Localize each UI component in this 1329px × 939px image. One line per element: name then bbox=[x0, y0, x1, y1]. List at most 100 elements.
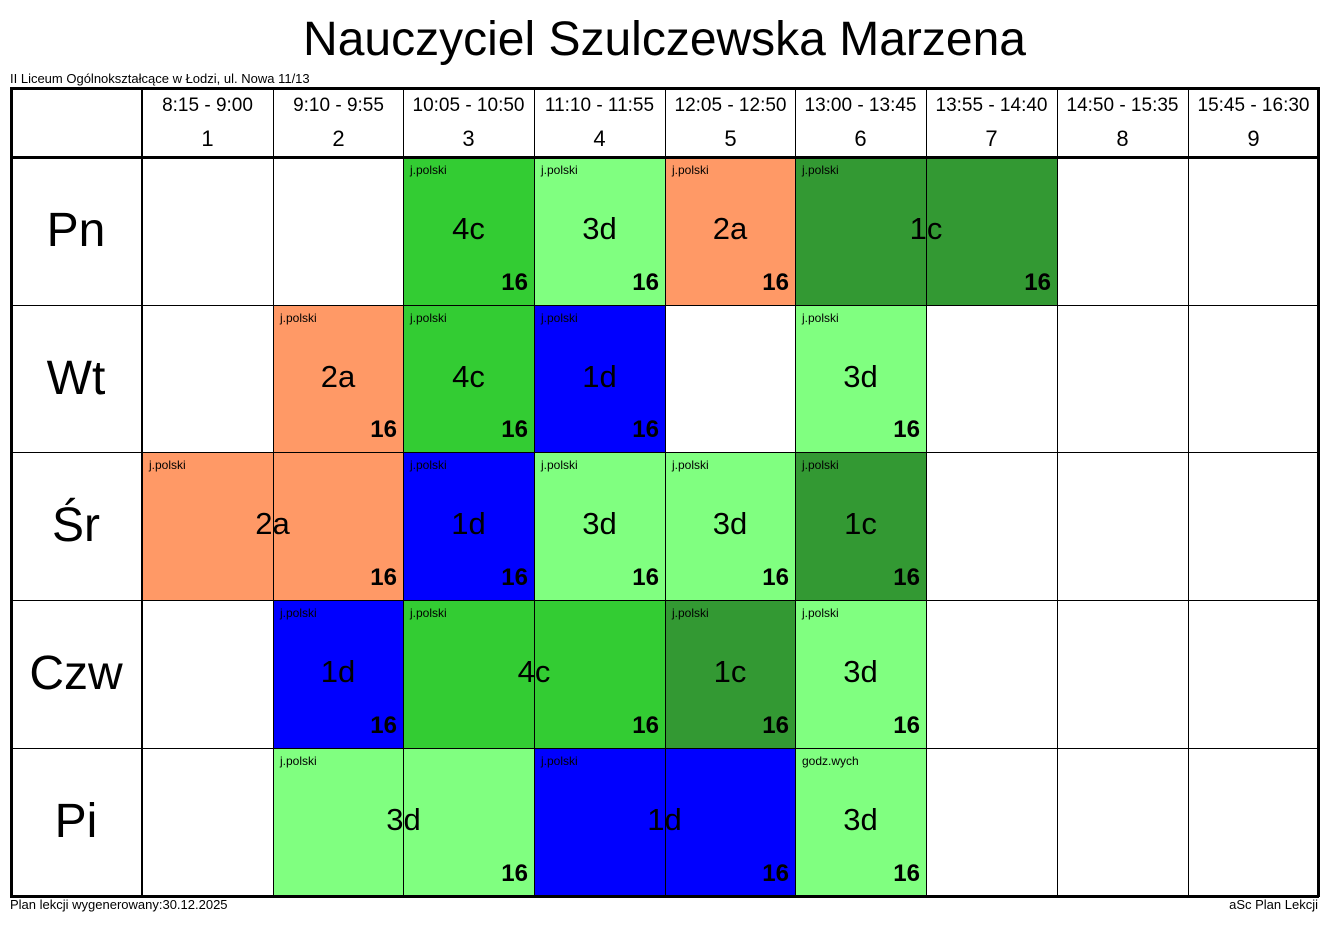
lesson-subject: j.polski bbox=[280, 606, 317, 620]
lesson-class: 3d bbox=[712, 506, 748, 541]
lesson-subject: j.polski bbox=[802, 163, 839, 177]
lesson-subject: j.polski bbox=[410, 311, 447, 325]
lesson-cell: j.polski 1d 16 bbox=[403, 452, 534, 600]
lesson-cell: j.polski 2a 16 bbox=[665, 157, 795, 305]
period-number: 7 bbox=[985, 126, 998, 151]
lesson-subject: j.polski bbox=[541, 311, 578, 325]
lesson-room: 16 bbox=[501, 564, 528, 591]
grid-line bbox=[11, 305, 1318, 306]
lesson-cell: j.polski 3d 16 bbox=[795, 600, 926, 748]
grid-line bbox=[534, 88, 535, 896]
grid-line bbox=[665, 88, 666, 896]
lesson-room: 16 bbox=[632, 416, 659, 443]
page-title: Nauczyciel Szulczewska Marzena bbox=[303, 13, 1026, 66]
lesson-class: 1d bbox=[647, 802, 682, 837]
lesson-cell: j.polski 1d 16 bbox=[534, 748, 795, 896]
lesson-room: 16 bbox=[762, 269, 789, 296]
lesson-subject: j.polski bbox=[672, 606, 709, 620]
lesson-cell: j.polski 3d 16 bbox=[795, 305, 926, 452]
lesson-subject: j.polski bbox=[410, 606, 447, 620]
grid-line bbox=[10, 87, 13, 897]
lesson-room: 16 bbox=[370, 416, 397, 443]
day-label: Wt bbox=[46, 351, 106, 405]
period-number: 1 bbox=[201, 126, 214, 151]
grid-line bbox=[403, 88, 404, 896]
lesson-room: 16 bbox=[632, 564, 659, 591]
lesson-room: 16 bbox=[501, 269, 528, 296]
lesson-room: 16 bbox=[762, 860, 789, 887]
lesson-room: 16 bbox=[632, 269, 659, 296]
lesson-cell: j.polski 3d 16 bbox=[665, 452, 795, 600]
lesson-cell: j.polski 4c 16 bbox=[403, 305, 534, 452]
school-name: II Liceum Ogólnokształcące w Łodzi, ul. … bbox=[10, 71, 310, 86]
day-label: Pn bbox=[46, 204, 106, 257]
lesson-class: 3d bbox=[843, 802, 878, 837]
lesson-room: 16 bbox=[370, 712, 397, 739]
lesson-room: 16 bbox=[893, 860, 920, 887]
grid-line bbox=[795, 88, 796, 896]
period-time: 13:55 - 14:40 bbox=[935, 95, 1048, 116]
lesson-class: 4c bbox=[452, 359, 485, 394]
grid-line bbox=[11, 156, 1318, 159]
lesson-cell: j.polski 2a 16 bbox=[142, 452, 403, 600]
grid-line bbox=[1188, 88, 1189, 896]
lesson-cell: j.polski 1c 16 bbox=[795, 452, 926, 600]
period-time: 11:10 - 11:55 bbox=[544, 95, 655, 116]
grid-line bbox=[273, 88, 274, 896]
lesson-subject: godz.wych bbox=[802, 754, 859, 768]
lesson-cell: j.polski 3d 16 bbox=[534, 157, 665, 305]
generated-date: Plan lekcji wygenerowany:30.12.2025 bbox=[10, 897, 228, 912]
lesson-cell: j.polski 1d 16 bbox=[273, 600, 403, 748]
lesson-room: 16 bbox=[893, 416, 920, 443]
lesson-subject: j.polski bbox=[541, 458, 578, 472]
period-time: 15:45 - 16:30 bbox=[1197, 95, 1310, 116]
grid-line bbox=[1317, 87, 1320, 897]
lesson-class: 2a bbox=[712, 211, 748, 246]
day-label: Czw bbox=[29, 647, 123, 700]
period-number: 6 bbox=[854, 126, 867, 151]
lesson-room: 16 bbox=[762, 564, 789, 591]
lesson-subject: j.polski bbox=[802, 458, 839, 472]
grid-line bbox=[11, 748, 1318, 749]
grid-line bbox=[141, 88, 143, 896]
lesson-room: 16 bbox=[501, 416, 528, 443]
lesson-subject: j.polski bbox=[280, 754, 317, 768]
grid-line bbox=[10, 895, 1319, 898]
lesson-room: 16 bbox=[893, 564, 920, 591]
software-credit: aSc Plan Lekcji bbox=[1229, 897, 1318, 912]
period-number: 9 bbox=[1247, 126, 1260, 151]
lesson-subject: j.polski bbox=[149, 458, 186, 472]
lesson-class: 1d bbox=[451, 506, 486, 541]
period-time: 8:15 - 9:00 bbox=[162, 95, 253, 116]
period-time: 13:00 - 13:45 bbox=[804, 95, 917, 116]
lesson-room: 16 bbox=[1024, 269, 1051, 296]
lesson-class: 1d bbox=[582, 359, 617, 394]
period-time: 12:05 - 12:50 bbox=[674, 95, 787, 116]
lesson-room: 16 bbox=[632, 712, 659, 739]
grid-line bbox=[926, 88, 927, 896]
lesson-subject: j.polski bbox=[410, 458, 447, 472]
lesson-subject: j.polski bbox=[410, 163, 447, 177]
grid-line bbox=[10, 87, 1319, 90]
period-time: 14:50 - 15:35 bbox=[1066, 95, 1179, 116]
period-number: 5 bbox=[724, 126, 737, 151]
lesson-subject: j.polski bbox=[672, 458, 709, 472]
day-label: Pi bbox=[54, 795, 98, 848]
period-number: 2 bbox=[332, 126, 345, 151]
lesson-subject: j.polski bbox=[541, 754, 578, 768]
period-number: 8 bbox=[1116, 126, 1129, 151]
lesson-class: 1d bbox=[320, 654, 356, 689]
lesson-cell: j.polski 1c 16 bbox=[665, 600, 795, 748]
lesson-room: 16 bbox=[762, 712, 789, 739]
grid-line bbox=[11, 600, 1318, 601]
lesson-class: 3d bbox=[582, 506, 617, 541]
lesson-class: 2a bbox=[320, 359, 356, 394]
lesson-room: 16 bbox=[501, 860, 528, 887]
period-number: 3 bbox=[462, 126, 475, 151]
period-time: 9:10 - 9:55 bbox=[293, 95, 384, 116]
lesson-subject: j.polski bbox=[280, 311, 317, 325]
lesson-cell: j.polski 1d 16 bbox=[534, 305, 665, 452]
lesson-subject: j.polski bbox=[802, 311, 839, 325]
lesson-subject: j.polski bbox=[541, 163, 578, 177]
